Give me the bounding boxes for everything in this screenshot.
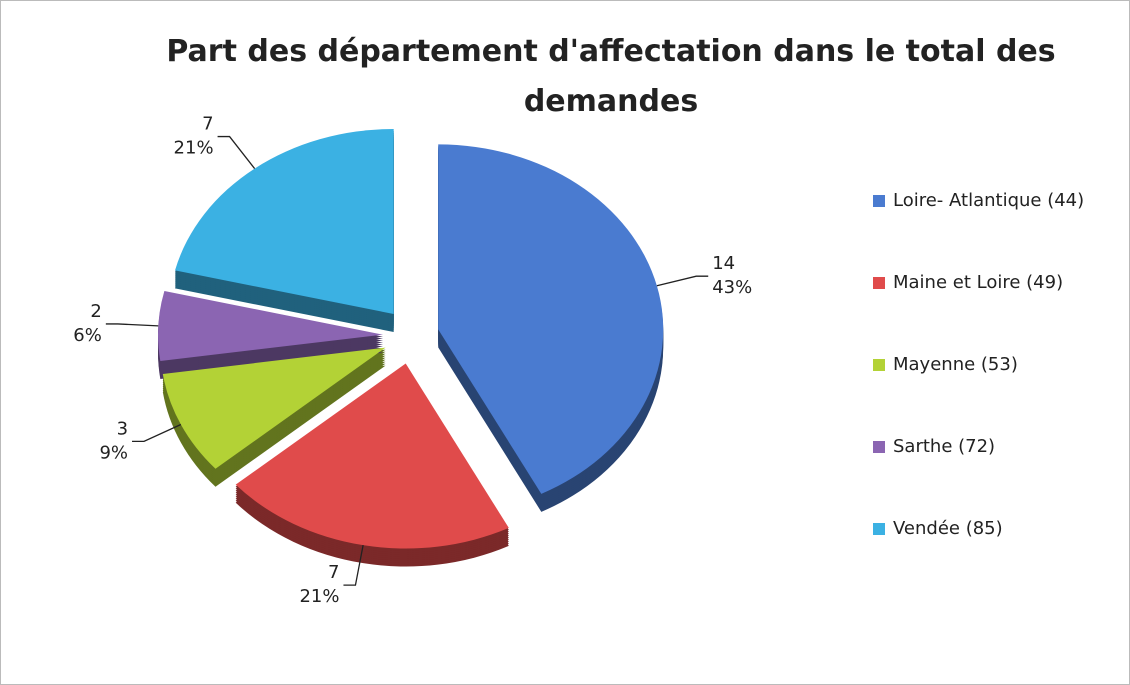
slice: [162, 347, 386, 469]
slice: [175, 128, 394, 314]
percent-label: 21%: [174, 138, 214, 159]
legend-label: Mayenne (53): [893, 354, 1018, 375]
percent-label: 21%: [299, 586, 339, 607]
legend-label: Loire- Atlantique (44): [893, 190, 1084, 211]
legend-swatch: [873, 523, 885, 535]
legend-swatch: [873, 441, 885, 453]
data-label: 7: [202, 114, 213, 135]
leader-line: [105, 323, 159, 327]
percent-label: 9%: [99, 442, 128, 463]
slice: [235, 363, 509, 549]
leader-line: [656, 275, 709, 287]
percent-label: 6%: [73, 325, 102, 346]
data-label: 14: [712, 253, 735, 274]
slice: [438, 144, 664, 494]
leader-line: [217, 135, 256, 169]
chart-title: Part des département d'affectation dans …: [166, 34, 1056, 119]
legend-swatch: [873, 195, 885, 207]
leader-line: [343, 545, 364, 586]
legend-swatch: [873, 359, 885, 371]
percent-label: 43%: [712, 277, 752, 298]
legend-label: Sarthe (72): [893, 436, 995, 457]
slice: [158, 291, 384, 361]
legend-label: Vendée (85): [893, 518, 1003, 539]
data-label: 7: [328, 562, 339, 583]
legend-swatch: [873, 277, 885, 289]
data-label: 2: [90, 301, 101, 322]
leader-line: [132, 423, 182, 443]
legend-label: Maine et Loire (49): [893, 272, 1063, 293]
data-label: 3: [117, 418, 128, 439]
